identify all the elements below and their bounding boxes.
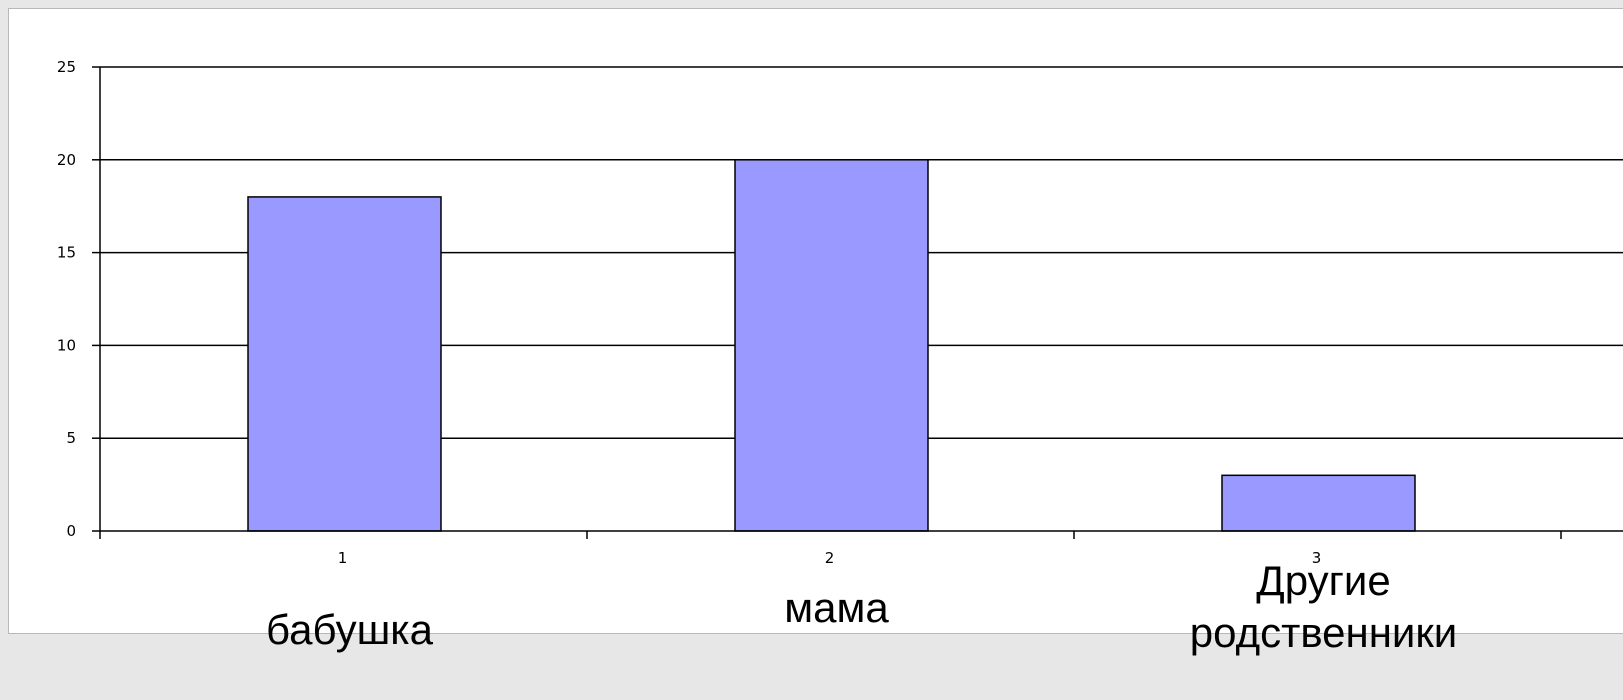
bars: [247, 159, 1416, 532]
category-label: родственники: [1190, 609, 1457, 656]
bar-1: [247, 196, 442, 532]
category-label: мама: [784, 584, 889, 631]
y-tick-label: 15: [57, 244, 76, 262]
x-tick-label: 2: [825, 549, 835, 567]
y-tick-label: 0: [66, 522, 76, 540]
x-tick-label: 3: [1312, 549, 1322, 567]
axes: [92, 66, 1623, 539]
category-label: Другие: [1256, 557, 1390, 604]
y-tick-label: 25: [57, 58, 76, 76]
y-tick-label: 10: [57, 336, 76, 354]
y-tick-label: 20: [57, 151, 76, 169]
x-tick-label: 1: [338, 549, 348, 567]
bar-2: [734, 159, 929, 532]
category-label: бабушка: [266, 606, 434, 653]
y-tick-label: 5: [66, 429, 76, 447]
bar-3: [1221, 474, 1416, 532]
